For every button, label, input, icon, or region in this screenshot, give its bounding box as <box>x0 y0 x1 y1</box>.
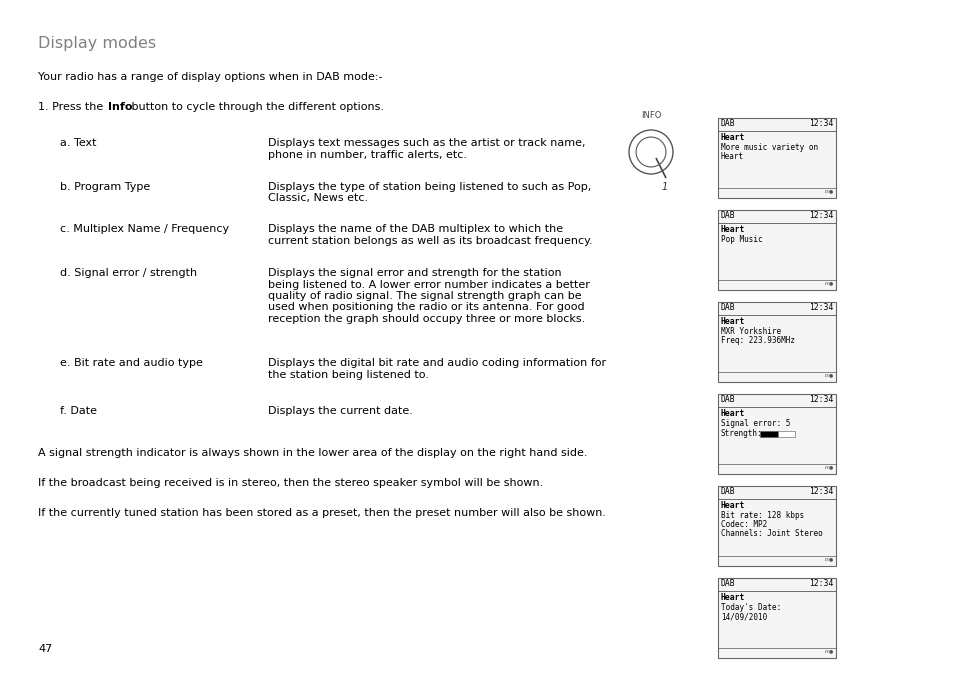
Bar <box>718 394 835 474</box>
Text: Your radio has a range of display options when in DAB mode:-: Your radio has a range of display option… <box>38 72 382 82</box>
Text: Displays text messages such as the artist or track name,: Displays text messages such as the artis… <box>268 138 585 148</box>
Text: DAB: DAB <box>720 487 735 496</box>
Text: INFO: INFO <box>640 111 660 120</box>
Text: ▹▹: ▹▹ <box>824 648 830 653</box>
Text: reception the graph should occupy three or more blocks.: reception the graph should occupy three … <box>268 314 584 324</box>
Text: Heart: Heart <box>720 317 744 326</box>
Text: DAB: DAB <box>720 119 735 128</box>
Text: Displays the type of station being listened to such as Pop,: Displays the type of station being liste… <box>268 182 591 192</box>
Text: 12:34: 12:34 <box>808 119 832 128</box>
Text: DAB: DAB <box>720 579 735 588</box>
Text: DAB: DAB <box>720 211 735 220</box>
Text: Heart: Heart <box>720 152 743 161</box>
Text: Signal error: 5: Signal error: 5 <box>720 419 789 427</box>
Text: a. Text: a. Text <box>60 138 96 148</box>
Text: If the currently tuned station has been stored as a preset, then the preset numb: If the currently tuned station has been … <box>38 508 605 518</box>
Text: DAB: DAB <box>720 303 735 312</box>
Text: the station being listened to.: the station being listened to. <box>268 369 429 380</box>
Text: 1. Press the: 1. Press the <box>38 102 107 112</box>
Text: b. Program Type: b. Program Type <box>60 182 150 192</box>
Text: DAB: DAB <box>720 395 735 404</box>
Text: A signal strength indicator is always shown in the lower area of the display on : A signal strength indicator is always sh… <box>38 448 587 458</box>
Text: ▹▹: ▹▹ <box>824 280 830 285</box>
Text: ●: ● <box>828 464 832 469</box>
Text: Heart: Heart <box>720 409 744 418</box>
Text: used when positioning the radio or its antenna. For good: used when positioning the radio or its a… <box>268 302 584 312</box>
Text: Displays the signal error and strength for the station: Displays the signal error and strength f… <box>268 268 561 278</box>
Bar <box>718 578 835 658</box>
Text: being listened to. A lower error number indicates a better: being listened to. A lower error number … <box>268 279 589 289</box>
Text: ●: ● <box>828 648 832 653</box>
Text: 12:34: 12:34 <box>808 211 832 220</box>
Text: current station belongs as well as its broadcast frequency.: current station belongs as well as its b… <box>268 236 592 246</box>
Text: Heart: Heart <box>720 225 744 234</box>
Text: ●: ● <box>828 556 832 561</box>
Bar <box>718 210 835 290</box>
Text: ▹▹: ▹▹ <box>824 464 830 469</box>
Text: 47: 47 <box>38 644 52 654</box>
Text: phone in number, traffic alerts, etc.: phone in number, traffic alerts, etc. <box>268 149 467 160</box>
Text: 12:34: 12:34 <box>808 395 832 404</box>
Text: ●: ● <box>828 188 832 193</box>
Text: Heart: Heart <box>720 133 744 142</box>
Bar <box>718 302 835 382</box>
Text: Today's Date:: Today's Date: <box>720 602 781 612</box>
Text: ●: ● <box>828 280 832 285</box>
Text: Strength:: Strength: <box>720 429 761 438</box>
Text: More music variety on: More music variety on <box>720 143 818 151</box>
Text: Heart: Heart <box>720 501 744 510</box>
Text: button to cycle through the different options.: button to cycle through the different op… <box>128 102 384 112</box>
Text: 1: 1 <box>661 182 667 192</box>
Text: 12:34: 12:34 <box>808 303 832 312</box>
Bar <box>718 486 835 566</box>
Text: Display modes: Display modes <box>38 36 156 51</box>
Text: Channels: Joint Stereo: Channels: Joint Stereo <box>720 530 821 538</box>
Text: 12:34: 12:34 <box>808 487 832 496</box>
Text: Info: Info <box>108 102 132 112</box>
Text: Codec: MP2: Codec: MP2 <box>720 520 766 529</box>
Text: Pop Music: Pop Music <box>720 234 761 244</box>
Text: ▹▹: ▹▹ <box>824 372 830 377</box>
Text: If the broadcast being received is in stereo, then the stereo speaker symbol wil: If the broadcast being received is in st… <box>38 478 542 488</box>
Text: Bit rate: 128 kbps: Bit rate: 128 kbps <box>720 511 803 520</box>
Bar <box>718 118 835 198</box>
Text: MXR Yorkshire: MXR Yorkshire <box>720 326 781 336</box>
Text: Heart: Heart <box>720 593 744 602</box>
Text: 12:34: 12:34 <box>808 579 832 588</box>
Text: e. Bit rate and audio type: e. Bit rate and audio type <box>60 358 203 368</box>
Text: c. Multiplex Name / Frequency: c. Multiplex Name / Frequency <box>60 224 229 234</box>
Text: Freq: 223.936MHz: Freq: 223.936MHz <box>720 336 794 345</box>
Text: Displays the name of the DAB multiplex to which the: Displays the name of the DAB multiplex t… <box>268 224 562 234</box>
Text: f. Date: f. Date <box>60 406 97 416</box>
Text: quality of radio signal. The signal strength graph can be: quality of radio signal. The signal stre… <box>268 291 581 301</box>
Text: Displays the current date.: Displays the current date. <box>268 406 413 416</box>
Text: ●: ● <box>828 372 832 377</box>
Text: ▹▹: ▹▹ <box>824 188 830 193</box>
Text: Displays the digital bit rate and audio coding information for: Displays the digital bit rate and audio … <box>268 358 605 368</box>
Text: d. Signal error / strength: d. Signal error / strength <box>60 268 197 278</box>
Text: 14/09/2010: 14/09/2010 <box>720 612 766 621</box>
Text: Classic, News etc.: Classic, News etc. <box>268 194 368 203</box>
Bar <box>760 431 778 437</box>
Text: ▹▹: ▹▹ <box>824 556 830 561</box>
Bar <box>778 431 794 437</box>
